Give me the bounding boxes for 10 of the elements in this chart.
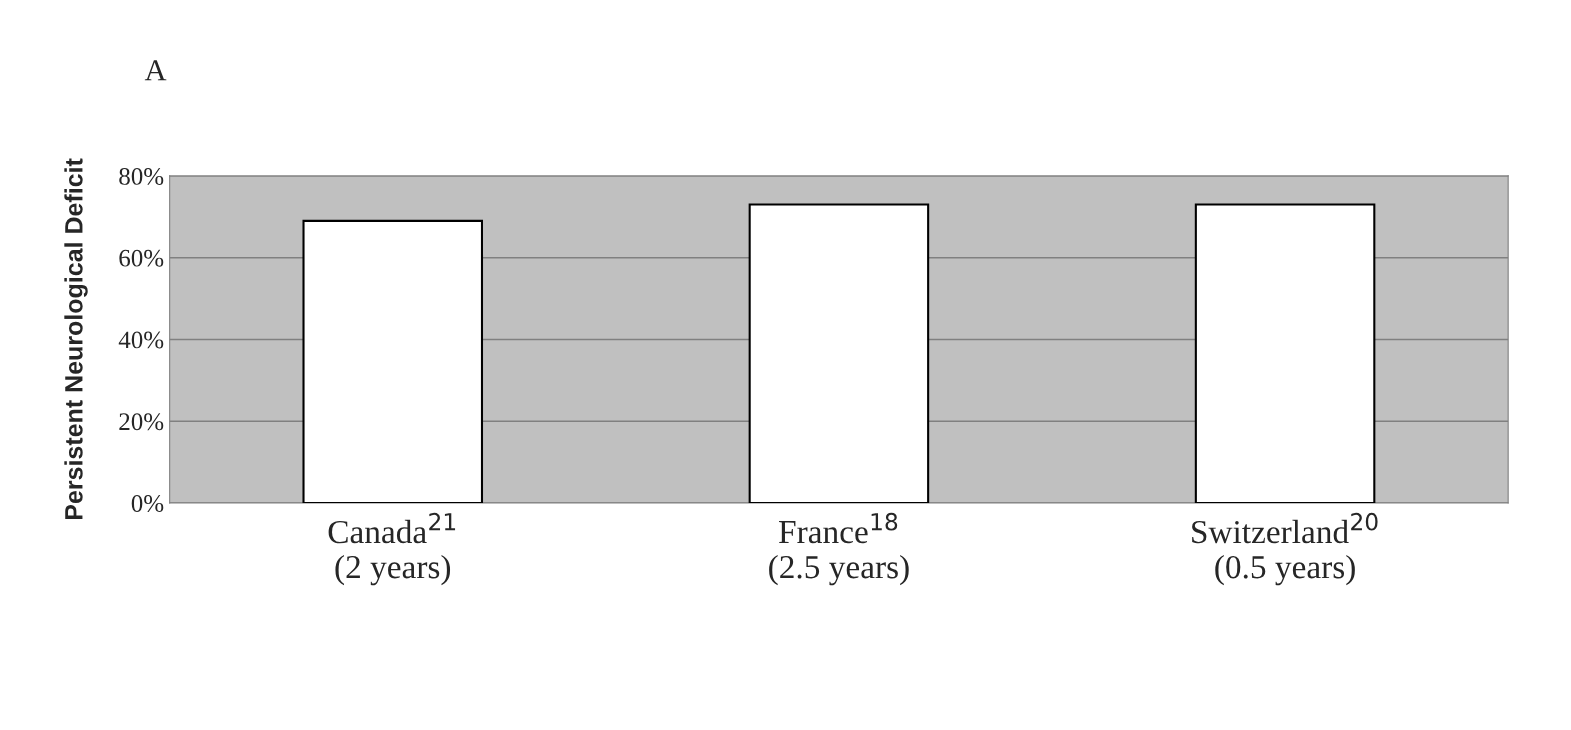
y-tick-label: 60% [119, 249, 164, 267]
x-tick-label: Canada$^{21}$ (2 years) [328, 512, 456, 586]
y-tick-label: 0% [131, 495, 164, 512]
y-tick-label: 40% [118, 331, 164, 349]
y-tick-label: 80% [119, 167, 164, 185]
chart-title: A [144, 60, 167, 81]
y-tick-label: 20% [119, 413, 164, 431]
x-tick-label: Switzerland$^{20}$ (0.5 years) [1192, 512, 1378, 586]
y-axis-title: Persistent Neurological Deficit [64, 158, 88, 520]
x-tick-label: France$^{18}$ (2.5 years) [769, 512, 909, 586]
